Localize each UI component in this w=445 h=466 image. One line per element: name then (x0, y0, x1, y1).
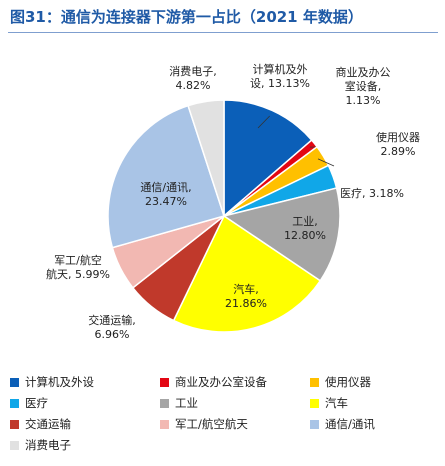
leader-line (317, 158, 335, 167)
legend-swatch (160, 419, 169, 429)
legend-item: 汽车 (310, 395, 440, 411)
legend-swatch (10, 398, 19, 408)
legend-item: 使用仪器 (310, 374, 440, 390)
slice-label: 交通运输, 6.96% (88, 313, 136, 341)
slice-label: 消费电子, 4.82% (169, 64, 217, 92)
legend-item: 通信/通讯 (310, 416, 440, 432)
legend-label: 工业 (175, 396, 198, 410)
legend-label: 商业及办公室设备 (175, 375, 267, 389)
pie-slice (107, 104, 225, 249)
legend-swatch (310, 398, 319, 408)
legend-swatch (10, 419, 19, 429)
slice-label: 军工/航空航天, 5.99% (46, 253, 110, 281)
slice-label: 计算机及外设, 13.13% (250, 62, 310, 90)
leader-line (257, 115, 270, 129)
legend-swatch (160, 377, 169, 387)
legend-item: 医疗 (10, 395, 160, 411)
legend-item: 消费电子 (10, 437, 160, 453)
slice-label: 使用仪器 2.89% (376, 131, 420, 158)
legend-label: 医疗 (25, 396, 48, 410)
legend-swatch (160, 398, 169, 408)
slice-label: 医疗, 3.18% (340, 186, 404, 200)
slice-label: 工业, 12.80% (284, 215, 326, 242)
legend-swatch (10, 440, 19, 450)
chart-title: 图31：通信为连接器下游第一占比（2021 年数据） (10, 8, 363, 26)
legend-label: 消费电子 (25, 438, 71, 452)
legend-swatch (310, 377, 319, 387)
legend-swatch (10, 377, 19, 387)
legend: 计算机及外设 商业及办公室设备 使用仪器医疗 工业 汽车交通运输 军工/航空航天 通信/通讯… (10, 374, 440, 453)
legend-item: 工业 (160, 395, 310, 411)
legend-label: 计算机及外设 (25, 375, 94, 389)
title-rule (8, 32, 438, 33)
slice-label: 商业及办公室设备, 1.13% (336, 65, 391, 107)
legend-swatch (310, 419, 319, 429)
slice-label: 汽车, 21.86% (225, 282, 267, 310)
legend-item: 商业及办公室设备 (160, 374, 310, 390)
pie-slice (223, 99, 313, 218)
legend-label: 使用仪器 (325, 375, 371, 389)
pie-chart: 计算机及外设, 13.13% 商业及办公室设备, 1.13% 使用仪器 2.89% 医疗,… (46, 62, 420, 341)
legend-label: 汽车 (325, 396, 348, 410)
legend-item: 计算机及外设 (10, 374, 160, 390)
slice-label: 通信/通讯, 23.47% (140, 181, 191, 208)
pie-slice (222, 187, 341, 282)
legend-label: 通信/通讯 (325, 417, 375, 431)
legend-label: 交通运输 (25, 417, 71, 431)
legend-label: 军工/航空航天 (175, 417, 248, 431)
pie-slice (187, 99, 225, 217)
legend-item: 交通运输 (10, 416, 160, 432)
legend-item: 军工/航空航天 (160, 416, 310, 432)
